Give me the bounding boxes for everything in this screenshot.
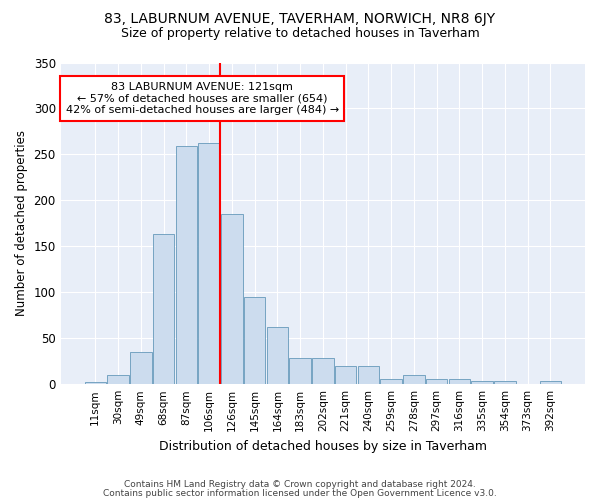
- Bar: [289, 358, 311, 384]
- Bar: [130, 352, 152, 384]
- Text: Contains public sector information licensed under the Open Government Licence v3: Contains public sector information licen…: [103, 488, 497, 498]
- Bar: [335, 366, 356, 384]
- Bar: [539, 382, 561, 384]
- Bar: [176, 146, 197, 384]
- Bar: [312, 358, 334, 384]
- Bar: [85, 382, 106, 384]
- X-axis label: Distribution of detached houses by size in Taverham: Distribution of detached houses by size …: [159, 440, 487, 452]
- Bar: [494, 382, 515, 384]
- Text: Contains HM Land Registry data © Crown copyright and database right 2024.: Contains HM Land Registry data © Crown c…: [124, 480, 476, 489]
- Bar: [426, 378, 448, 384]
- Bar: [221, 214, 242, 384]
- Text: Size of property relative to detached houses in Taverham: Size of property relative to detached ho…: [121, 28, 479, 40]
- Bar: [107, 375, 129, 384]
- Bar: [198, 144, 220, 384]
- Text: 83 LABURNUM AVENUE: 121sqm
← 57% of detached houses are smaller (654)
42% of sem: 83 LABURNUM AVENUE: 121sqm ← 57% of deta…: [65, 82, 339, 115]
- Bar: [380, 378, 402, 384]
- Bar: [403, 375, 425, 384]
- Bar: [153, 234, 175, 384]
- Bar: [358, 366, 379, 384]
- Bar: [471, 380, 493, 384]
- Bar: [449, 378, 470, 384]
- Text: 83, LABURNUM AVENUE, TAVERHAM, NORWICH, NR8 6JY: 83, LABURNUM AVENUE, TAVERHAM, NORWICH, …: [104, 12, 496, 26]
- Y-axis label: Number of detached properties: Number of detached properties: [15, 130, 28, 316]
- Bar: [244, 297, 265, 384]
- Bar: [266, 327, 288, 384]
